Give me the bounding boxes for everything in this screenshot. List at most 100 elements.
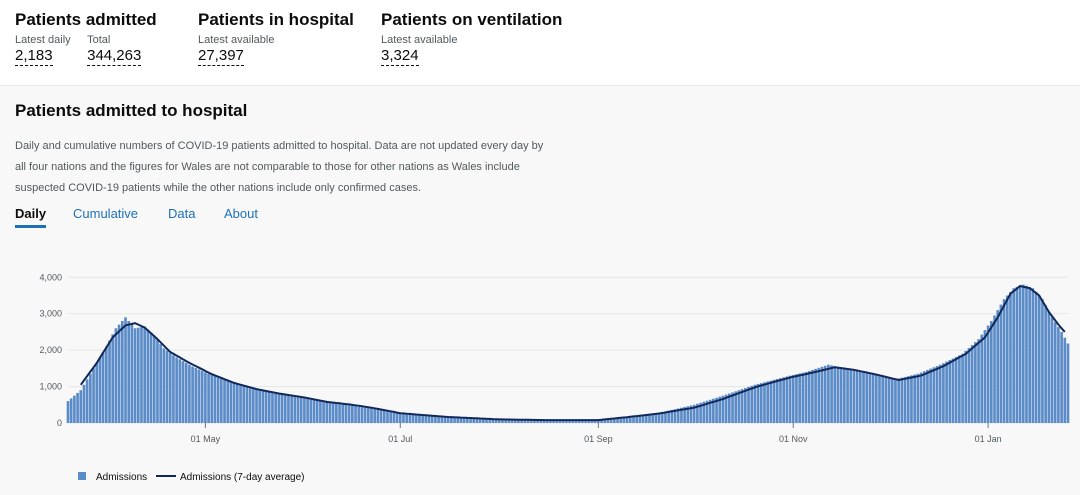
admissions-bar	[961, 353, 964, 423]
admissions-bar	[335, 403, 338, 423]
admissions-bar	[843, 368, 846, 423]
admissions-bar	[414, 414, 418, 423]
admissions-bars	[66, 284, 1070, 423]
admissions-bar	[127, 321, 131, 423]
headline-patients-on-ventilation: Patients on ventilation Latest available…	[381, 10, 562, 66]
admissions-bar	[510, 419, 514, 423]
admissions-bar	[858, 371, 862, 423]
admissions-bar	[833, 366, 837, 423]
admissions-bar	[571, 419, 575, 423]
admissions-bar	[494, 418, 498, 423]
admissions-bar	[255, 389, 258, 423]
admissions-bar	[600, 419, 603, 423]
admissions-bar	[504, 419, 508, 423]
legend-swatch-admissions	[78, 472, 86, 480]
admissions-bar	[954, 356, 958, 423]
admissions-bar	[1063, 337, 1067, 423]
admissions-bar	[223, 378, 226, 423]
admissions-bar	[159, 344, 162, 423]
admissions-bar	[197, 369, 201, 423]
admissions-bar	[245, 387, 249, 423]
admissions-bar	[303, 398, 306, 423]
admissions-bar	[124, 317, 127, 423]
admissions-bar	[609, 418, 613, 423]
admissions-bar	[376, 409, 380, 423]
admissions-bar	[140, 327, 143, 423]
admissions-bar	[887, 377, 891, 423]
admissions-bar	[216, 376, 220, 423]
admissions-bar	[1066, 343, 1070, 423]
admissions-bar	[105, 346, 108, 423]
admissions-bar	[561, 419, 565, 423]
tab-cumulative[interactable]: Cumulative	[73, 206, 139, 221]
admissions-bar	[309, 399, 313, 423]
metric-value[interactable]: 344,263	[87, 47, 142, 66]
admissions-bar	[360, 407, 364, 423]
admissions-bar	[903, 376, 907, 423]
admissions-bar	[184, 362, 188, 423]
y-tick-label: 4,000	[39, 272, 62, 282]
admissions-bar	[120, 321, 124, 423]
admissions-bar	[130, 324, 134, 423]
legend-label-average: Admissions (7-day average)	[180, 472, 305, 483]
admissions-bar	[235, 383, 239, 423]
admissions-bar	[85, 379, 89, 423]
metric-value[interactable]: 2,183	[15, 47, 53, 66]
admissions-bar	[533, 419, 536, 423]
y-tick-label: 3,000	[39, 309, 62, 319]
admissions-bar	[750, 385, 754, 423]
admissions-bar	[226, 380, 230, 423]
admissions-bar	[395, 412, 399, 423]
admissions-bar	[881, 376, 885, 423]
admissions-bar	[942, 363, 945, 423]
admissions-bar	[584, 419, 587, 423]
admissions-bar	[357, 406, 361, 423]
admissions-bar	[702, 401, 706, 423]
admissions-bar	[172, 355, 175, 423]
admissions-bar	[194, 367, 198, 423]
admissions-bar	[1050, 317, 1054, 423]
tab-about[interactable]: About	[224, 206, 258, 221]
admissions-bar	[753, 384, 757, 423]
metric-value[interactable]: 3,324	[381, 47, 419, 66]
x-tick-label: 01 Nov	[779, 434, 808, 444]
admissions-bar	[871, 374, 875, 423]
admissions-bar	[798, 373, 801, 423]
admissions-bar	[98, 357, 102, 423]
admissions-bar	[916, 373, 920, 423]
metric-label: Latest available	[198, 34, 275, 46]
admissions-bar	[619, 417, 623, 423]
admissions-bar	[577, 419, 581, 423]
admissions-bar	[382, 410, 386, 423]
admissions-bar	[951, 358, 955, 423]
admissions-bar	[628, 416, 632, 423]
admissions-bar	[117, 324, 121, 423]
admissions-bar	[597, 419, 600, 423]
admissions-bar	[277, 393, 281, 423]
tab-daily[interactable]: Daily	[15, 205, 47, 228]
admissions-bar	[1031, 288, 1035, 423]
headline-patients-in-hospital: Patients in hospital Latest available 27…	[198, 10, 354, 66]
metric-value[interactable]: 27,397	[198, 47, 244, 66]
admissions-bar	[820, 366, 824, 423]
admissions-bar	[612, 417, 616, 423]
admissions-bar	[849, 369, 853, 423]
admissions-bar	[737, 390, 741, 423]
tab-data[interactable]: Data	[168, 206, 196, 221]
admissions-bar	[299, 397, 303, 423]
admissions-bar	[839, 367, 843, 423]
admissions-bar	[606, 418, 610, 423]
admissions-bar	[657, 412, 661, 423]
admissions-bar	[772, 379, 776, 423]
admissions-bar	[667, 410, 670, 423]
admissions-bar	[143, 326, 147, 423]
admissions-bar	[242, 385, 246, 423]
admissions-bar	[763, 382, 766, 423]
admissions-bar	[229, 381, 233, 423]
card-title: Patients admitted to hospital	[15, 101, 248, 120]
admissions-bar	[248, 388, 252, 423]
admissions-bar	[689, 405, 693, 423]
x-axis-ticks: 01 May 01 Jul 01 Sep 01 Nov 01 Jan	[191, 423, 1002, 444]
admissions-bar	[1057, 327, 1060, 423]
admissions-bar	[721, 395, 725, 423]
